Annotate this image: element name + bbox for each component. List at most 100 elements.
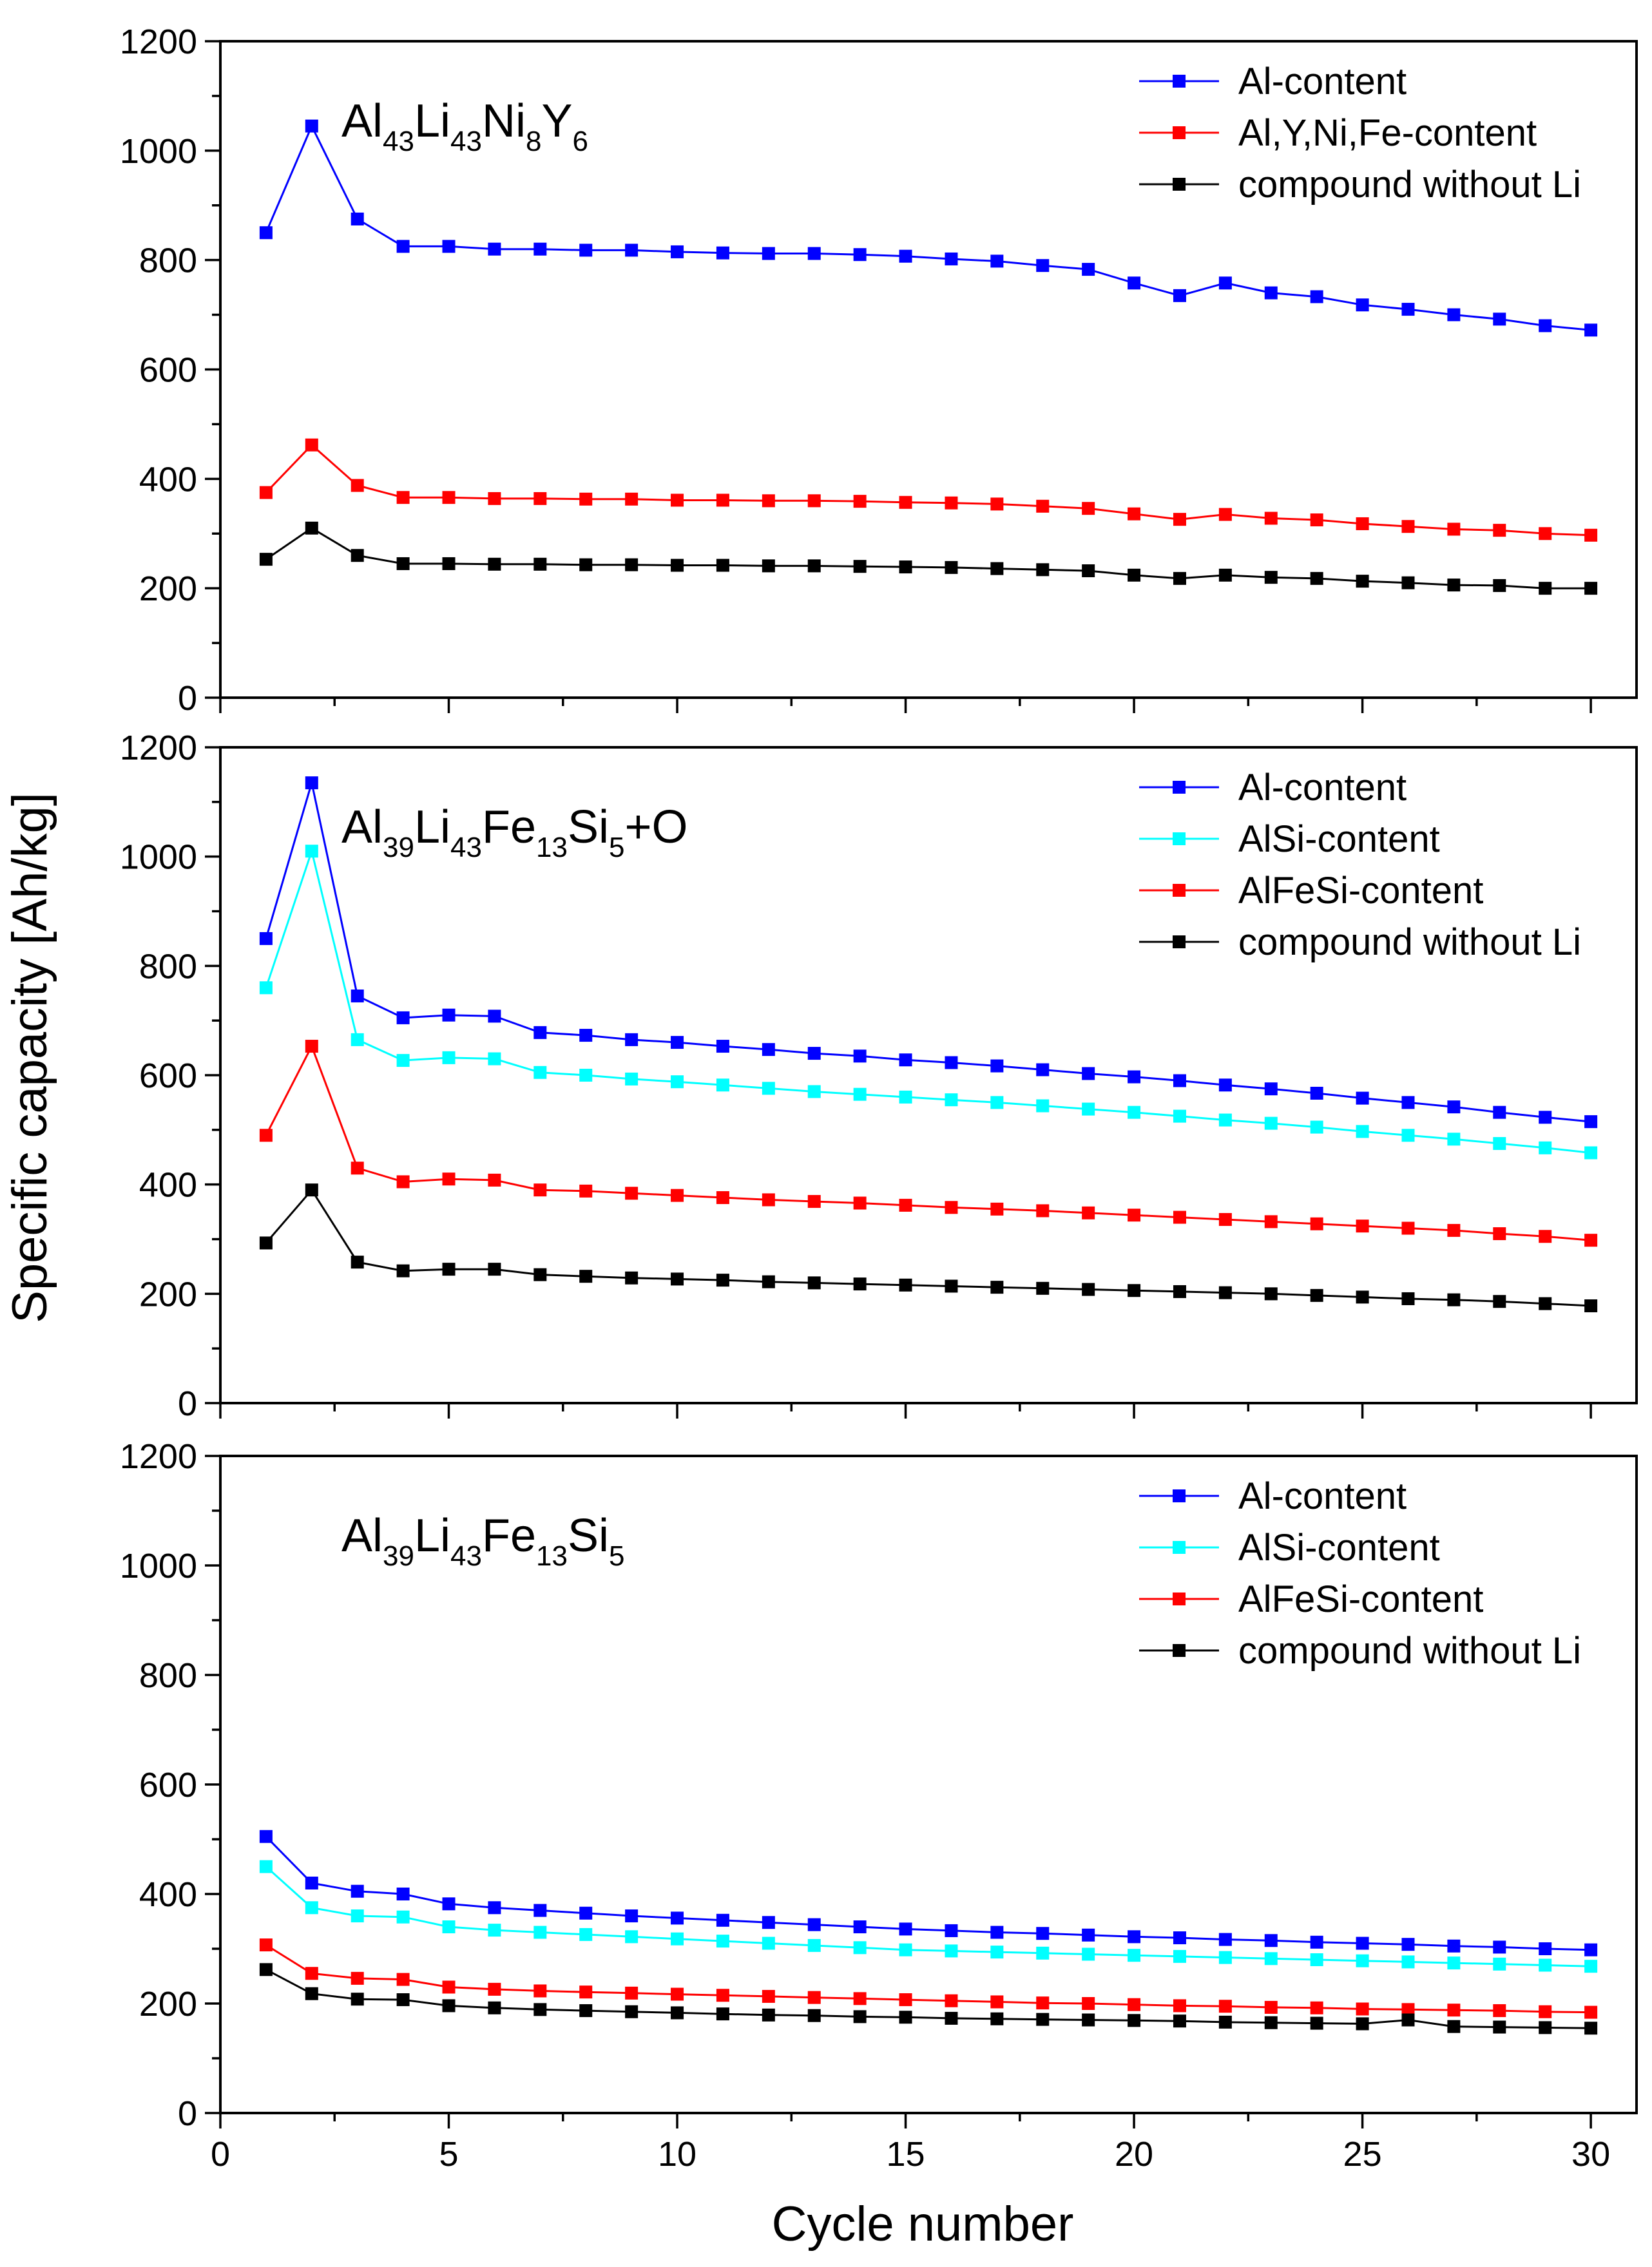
data-point (305, 776, 318, 790)
series-1 (259, 776, 1598, 1129)
data-point (1584, 2022, 1598, 2035)
data-point (1036, 1996, 1050, 2010)
data-point (671, 1987, 684, 2001)
legend-label: Al-content (1238, 61, 1407, 102)
legend-marker (1173, 781, 1186, 794)
data-point (1264, 286, 1278, 300)
data-point (442, 1980, 456, 1994)
data-point (1128, 1998, 1141, 2011)
data-point (762, 559, 775, 573)
y-tick-label: 0 (178, 679, 197, 718)
data-point (671, 245, 684, 258)
data-point (762, 2008, 775, 2022)
data-point (990, 562, 1004, 575)
data-point (1447, 1956, 1461, 1970)
data-point (671, 1075, 684, 1089)
series-line (265, 527, 1591, 589)
data-point (807, 559, 821, 573)
data-point (671, 1911, 684, 1925)
y-tick-label: 400 (139, 1166, 197, 1205)
legend-label: compound without Li (1238, 921, 1581, 963)
data-point (1082, 1928, 1095, 1942)
chart-panel-2: 0 200 400 600 800 1000 1200 Al39Li43Fe13Si5+O Al… (120, 729, 1638, 1423)
data-point (1447, 308, 1461, 321)
y-axis-label: Specific capacity [Ah/kg] (3, 792, 57, 1323)
data-point (533, 1268, 547, 1281)
legend-marker (1173, 1489, 1186, 1502)
data-point (1401, 1129, 1415, 1142)
data-point (533, 1026, 547, 1039)
data-point (1218, 2015, 1232, 2029)
data-point (716, 1913, 729, 1927)
data-point (1539, 1958, 1552, 1972)
data-point (1539, 1111, 1552, 1124)
data-point (671, 1189, 684, 1202)
series-2 (259, 845, 1598, 1160)
data-point (1264, 1215, 1278, 1229)
data-point (1082, 1067, 1095, 1080)
data-point (488, 242, 501, 256)
data-point (716, 1040, 729, 1053)
data-point (351, 1884, 364, 1898)
data-point (853, 1941, 867, 1955)
series-line (265, 782, 1591, 1123)
legend-marker (1173, 1644, 1186, 1657)
data-point (1128, 1209, 1141, 1222)
data-point (488, 1263, 501, 1276)
data-point (1584, 1146, 1598, 1160)
data-point (625, 1033, 639, 1046)
data-point (1356, 1937, 1369, 1950)
data-point (625, 1986, 639, 2000)
data-point (1401, 1292, 1415, 1305)
legend-item: AlFeSi-content (1139, 870, 1483, 912)
data-point (1173, 1931, 1186, 1944)
data-point (396, 1910, 410, 1924)
data-point (1584, 582, 1598, 595)
data-point (990, 1926, 1004, 1939)
data-point (396, 1011, 410, 1024)
data-point (1173, 1109, 1186, 1123)
data-point (259, 486, 273, 499)
data-point (899, 2011, 912, 2024)
data-point (1036, 1281, 1050, 1295)
data-point (716, 1935, 729, 1948)
data-point (1493, 579, 1506, 592)
data-point (1447, 2020, 1461, 2033)
series-4 (259, 1963, 1598, 2035)
y-tick-label: 600 (139, 1057, 197, 1095)
data-point (716, 493, 729, 507)
legend-label: compound without Li (1238, 1630, 1581, 1672)
data-point (1356, 1091, 1369, 1105)
data-point (899, 495, 912, 509)
data-point (762, 1989, 775, 2003)
data-point (1173, 571, 1186, 585)
data-point (1264, 1116, 1278, 1130)
data-point (853, 1277, 867, 1291)
data-point (1036, 1946, 1050, 1960)
y-tick-label: 400 (139, 1875, 197, 1914)
data-point (807, 2009, 821, 2022)
data-point (1128, 1105, 1141, 1119)
series-3 (259, 521, 1598, 595)
data-point (579, 1029, 593, 1042)
data-point (488, 1901, 501, 1915)
y-tick-label: 1000 (120, 1547, 197, 1585)
y-tick-label: 1000 (120, 838, 197, 877)
data-point (671, 559, 684, 572)
data-point (1356, 575, 1369, 588)
data-point (442, 1172, 456, 1186)
data-point (1584, 1960, 1598, 1973)
data-point (990, 2012, 1004, 2025)
data-point (259, 1830, 273, 1843)
data-point (945, 1924, 958, 1937)
data-point (533, 242, 547, 256)
data-point (305, 119, 318, 133)
data-point (396, 1175, 410, 1189)
legend-marker (1173, 178, 1186, 191)
data-point (1310, 1953, 1323, 1966)
legend-label: Al,Y,Ni,Fe-content (1238, 112, 1537, 154)
data-point (1356, 1220, 1369, 1233)
data-point (1493, 1295, 1506, 1308)
data-point (442, 557, 456, 570)
